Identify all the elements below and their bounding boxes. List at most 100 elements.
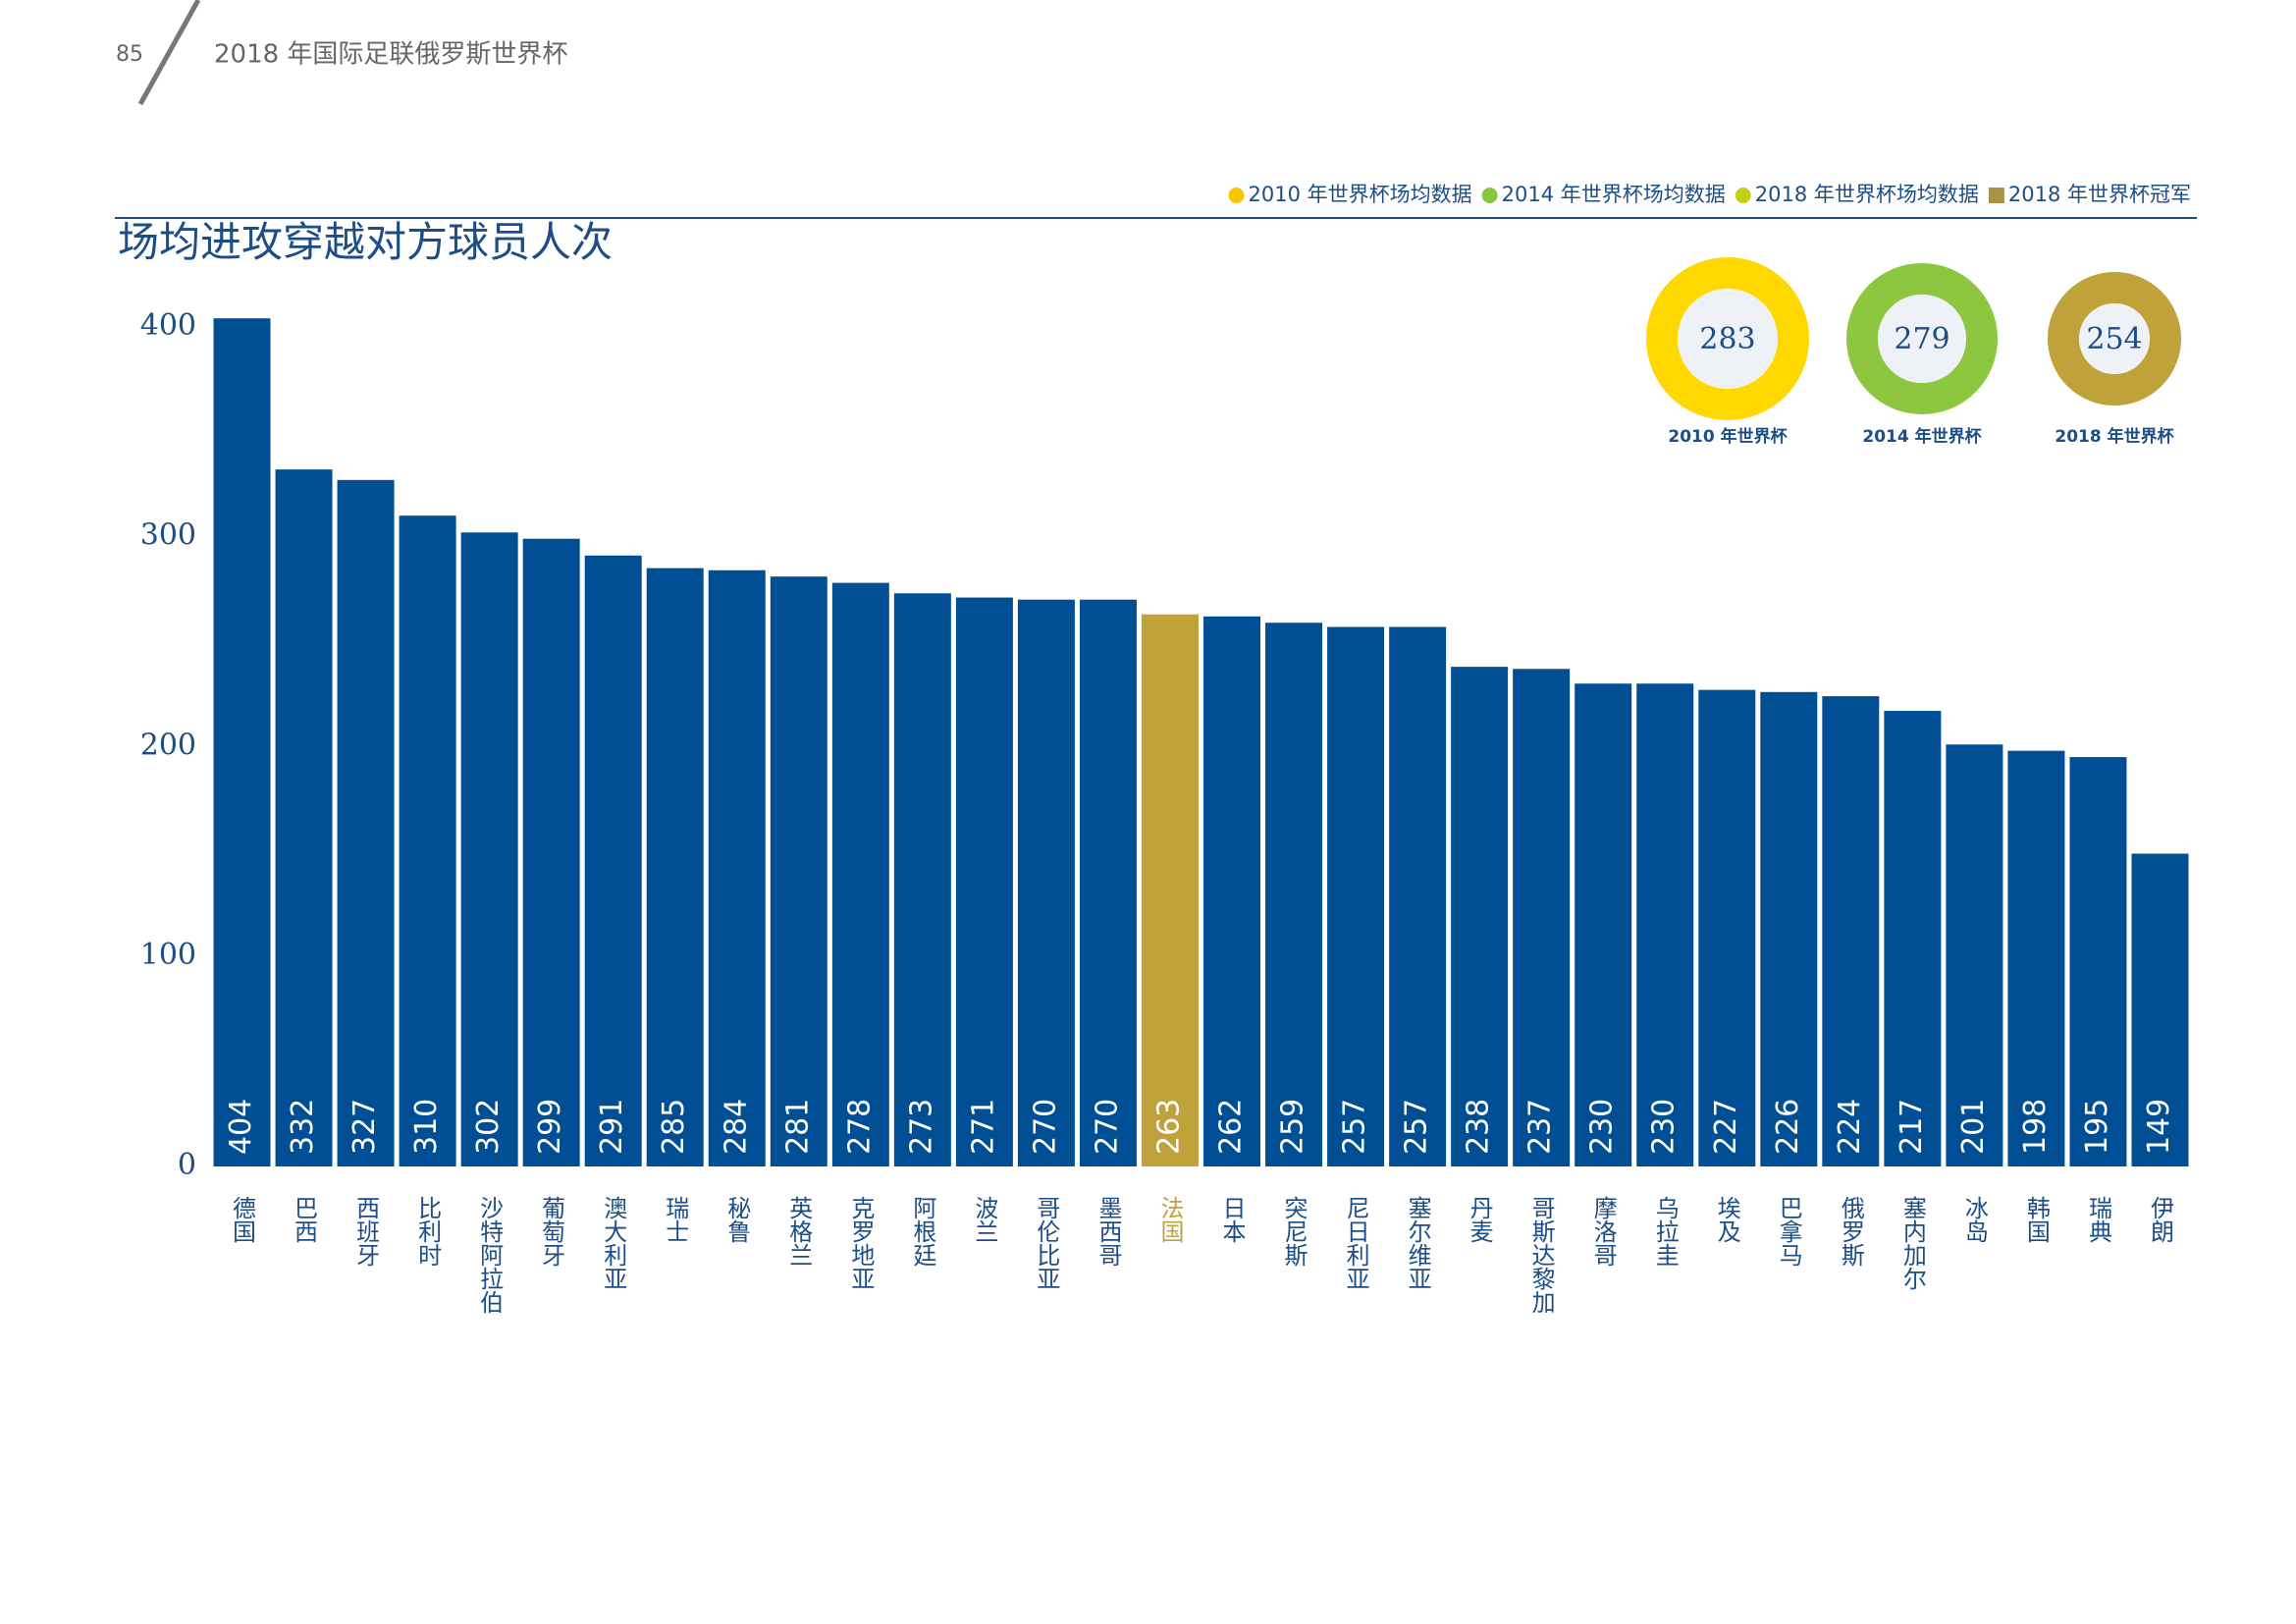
chart-title: 场均进攻穿越对方球员人次 xyxy=(118,218,613,266)
bar xyxy=(213,318,271,1166)
value-label: 271 xyxy=(966,1099,1000,1155)
legend-marker xyxy=(1735,188,1751,203)
value-label: 259 xyxy=(1276,1099,1310,1155)
legend-label: 2018 年世界杯场均数据 xyxy=(1755,183,1979,206)
bar xyxy=(831,582,889,1166)
bar xyxy=(955,597,1013,1166)
legend-marker xyxy=(1481,188,1498,203)
bar xyxy=(1698,689,1756,1166)
value-label: 310 xyxy=(409,1099,444,1155)
value-label: 149 xyxy=(2142,1099,2176,1155)
x-tick-label: 德国 xyxy=(229,1196,256,1243)
value-label: 332 xyxy=(286,1099,320,1155)
value-label: 291 xyxy=(595,1099,629,1155)
x-tick-label: 巴拿马 xyxy=(1775,1196,1802,1267)
bar xyxy=(1327,626,1385,1166)
x-tick-label: 丹麦 xyxy=(1466,1196,1493,1243)
legend-label: 2014 年世界杯场均数据 xyxy=(1502,183,1726,206)
x-tick-label: 比利时 xyxy=(414,1196,442,1267)
bar xyxy=(1451,667,1509,1166)
x-tick-label: 哥伦比亚 xyxy=(1033,1196,1060,1290)
x-tick-label: 乌拉圭 xyxy=(1651,1196,1679,1267)
donut-hole xyxy=(1678,289,1778,389)
bar xyxy=(708,569,766,1166)
value-label: 257 xyxy=(1400,1099,1434,1155)
legend-label: 2018 年世界杯冠军 xyxy=(2008,183,2191,206)
x-tick-label: 秘鲁 xyxy=(723,1196,751,1243)
value-label: 270 xyxy=(1028,1099,1062,1155)
x-tick-label: 哥斯达黎加 xyxy=(1527,1196,1555,1314)
y-tick-label: 0 xyxy=(178,1148,196,1182)
bar xyxy=(1946,744,2003,1166)
bar xyxy=(1265,623,1323,1166)
bar xyxy=(275,469,333,1167)
legend-label: 2010 年世界杯场均数据 xyxy=(1249,183,1472,206)
x-tick-label: 沙特阿拉伯 xyxy=(476,1196,504,1314)
bar xyxy=(584,555,642,1166)
x-tick-label: 瑞士 xyxy=(662,1196,689,1243)
bar xyxy=(893,593,951,1166)
donut-ring xyxy=(1646,257,1809,420)
y-tick-label: 200 xyxy=(140,728,196,762)
value-label: 226 xyxy=(1771,1099,1805,1155)
x-tick-label: 塞尔维亚 xyxy=(1404,1196,1431,1290)
x-tick-label: 巴西 xyxy=(291,1196,318,1243)
bar xyxy=(1636,683,1694,1166)
bar xyxy=(770,576,828,1166)
value-label: 299 xyxy=(533,1099,567,1155)
value-label: 195 xyxy=(2080,1099,2114,1155)
donut-label: 2014 年世界杯 xyxy=(1862,426,1981,447)
value-label: 285 xyxy=(657,1099,691,1155)
value-label: 263 xyxy=(1151,1099,1186,1155)
value-label: 237 xyxy=(1523,1099,1558,1155)
bar xyxy=(1575,683,1632,1166)
x-tick-label: 西班牙 xyxy=(352,1196,380,1267)
x-tick-label: 埃及 xyxy=(1713,1196,1740,1243)
y-tick-label: 400 xyxy=(140,308,196,343)
x-tick-label: 塞内加尔 xyxy=(1898,1196,1926,1290)
x-tick-label: 俄罗斯 xyxy=(1837,1196,1864,1267)
bar xyxy=(460,532,518,1166)
x-tick-label: 韩国 xyxy=(2022,1196,2050,1243)
x-tick-label: 克罗地亚 xyxy=(847,1196,875,1290)
legend-marker xyxy=(1988,188,2004,203)
value-label: 230 xyxy=(1647,1099,1682,1155)
value-label: 227 xyxy=(1709,1099,1743,1155)
x-tick-label: 墨西哥 xyxy=(1095,1196,1122,1267)
donut-hole xyxy=(1878,295,1966,383)
bar xyxy=(1760,691,1818,1166)
bar xyxy=(522,538,580,1166)
x-tick-label: 日本 xyxy=(1218,1196,1246,1243)
value-label: 284 xyxy=(719,1099,753,1155)
donut-value: 283 xyxy=(1699,322,1755,356)
bar xyxy=(2007,750,2065,1166)
value-label: 327 xyxy=(347,1099,382,1155)
x-tick-label: 尼日利亚 xyxy=(1342,1196,1369,1290)
value-label: 201 xyxy=(1956,1099,1991,1155)
donut-value: 279 xyxy=(1894,322,1949,356)
donut-ring xyxy=(2048,272,2181,406)
bar xyxy=(1822,696,1880,1166)
bar xyxy=(1513,669,1571,1166)
bar xyxy=(1884,711,1942,1166)
x-tick-label: 冰岛 xyxy=(1960,1196,1988,1243)
x-tick-label: 波兰 xyxy=(971,1196,998,1243)
donut-ring xyxy=(1846,263,1998,414)
value-label: 238 xyxy=(1462,1099,1496,1155)
legend-marker xyxy=(1228,188,1245,203)
page-number: 85 xyxy=(116,42,143,67)
bar xyxy=(2069,757,2127,1166)
header-slash xyxy=(137,0,201,106)
donut-value: 254 xyxy=(2086,322,2142,356)
value-label: 230 xyxy=(1585,1099,1620,1155)
value-label: 302 xyxy=(471,1099,506,1155)
bar xyxy=(646,568,704,1166)
bar xyxy=(399,515,456,1166)
x-tick-label: 瑞典 xyxy=(2084,1196,2111,1243)
value-label: 281 xyxy=(780,1099,815,1155)
x-tick-label: 法国 xyxy=(1156,1196,1184,1243)
bar xyxy=(1017,599,1075,1166)
header-title: 2018 年国际足联俄罗斯世界杯 xyxy=(214,40,567,70)
